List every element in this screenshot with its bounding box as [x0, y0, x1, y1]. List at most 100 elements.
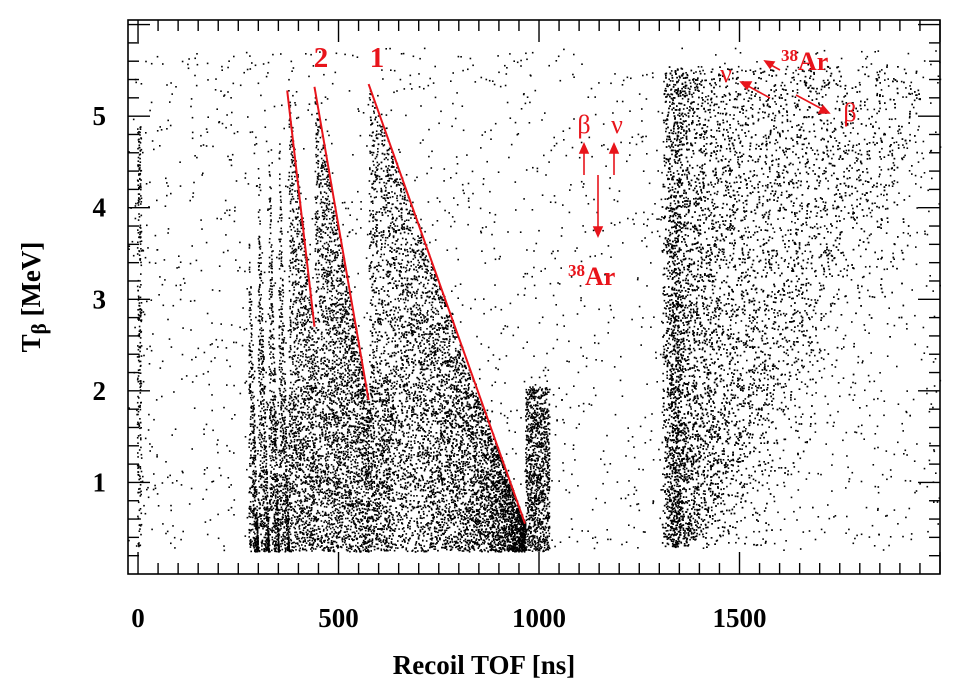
- data-point: [298, 207, 300, 209]
- data-point: [251, 351, 253, 353]
- data-point: [256, 506, 258, 508]
- data-point: [140, 195, 142, 197]
- data-point: [285, 516, 287, 518]
- data-point: [299, 468, 301, 470]
- data-point: [290, 475, 292, 477]
- data-point: [289, 415, 291, 417]
- data-point: [272, 531, 274, 533]
- data-point: [263, 425, 265, 427]
- data-point: [287, 523, 289, 525]
- data-point: [325, 460, 327, 462]
- data-point: [270, 285, 272, 287]
- data-point: [270, 458, 272, 460]
- data-point: [311, 397, 313, 399]
- data-point: [339, 478, 341, 480]
- data-point: [260, 444, 262, 446]
- data-point: [139, 178, 141, 180]
- data-point: [282, 405, 284, 407]
- data-point: [330, 328, 332, 330]
- data-point: [270, 303, 272, 305]
- data-point: [249, 465, 251, 467]
- data-point: [285, 477, 287, 479]
- data-point: [140, 372, 142, 374]
- data-point: [274, 537, 276, 539]
- data-point: [305, 448, 307, 450]
- data-point: [289, 519, 291, 521]
- data-point: [300, 246, 302, 248]
- data-point: [289, 217, 291, 219]
- data-point: [323, 368, 325, 370]
- data-point: [318, 492, 320, 494]
- data-point: [348, 333, 350, 335]
- data-point: [260, 434, 262, 436]
- data-point: [269, 290, 271, 292]
- data-point: [266, 499, 268, 501]
- data-point: [270, 351, 272, 353]
- data-point: [327, 319, 329, 321]
- data-point: [258, 434, 260, 436]
- data-point: [252, 381, 254, 383]
- data-point: [253, 430, 255, 432]
- data-point: [289, 423, 291, 425]
- data-point: [307, 516, 309, 518]
- data-point: [314, 407, 316, 409]
- data-point: [282, 284, 284, 286]
- data-point: [315, 499, 317, 501]
- data-point: [344, 438, 346, 440]
- data-point: [357, 434, 359, 436]
- data-point: [327, 500, 329, 502]
- data-point: [300, 270, 302, 272]
- data-point: [314, 376, 316, 378]
- data-point: [282, 378, 284, 380]
- data-point: [298, 444, 300, 446]
- data-point: [292, 457, 294, 459]
- data-point: [284, 532, 286, 534]
- data-point: [262, 320, 264, 322]
- data-point: [291, 357, 293, 359]
- data-point: [327, 484, 329, 486]
- data-point: [322, 403, 324, 405]
- data-point: [350, 434, 352, 436]
- data-point: [355, 429, 357, 431]
- data-point: [251, 301, 253, 303]
- data-point: [301, 510, 303, 512]
- data-point: [334, 388, 336, 390]
- data-point: [250, 294, 252, 296]
- data-point: [291, 235, 293, 237]
- data-point: [281, 332, 283, 334]
- data-point: [283, 421, 285, 423]
- data-point: [140, 248, 142, 250]
- data-point: [267, 508, 269, 510]
- data-point: [255, 500, 257, 502]
- data-point: [282, 289, 284, 291]
- data-point: [288, 540, 290, 542]
- data-point: [291, 159, 293, 161]
- data-point: [285, 488, 287, 490]
- data-point: [321, 201, 323, 203]
- data-point: [358, 359, 360, 361]
- data-point: [330, 512, 332, 514]
- data-point: [327, 459, 329, 461]
- data-point: [139, 302, 141, 304]
- data-point: [296, 397, 298, 399]
- data-point: [290, 534, 292, 536]
- data-point: [329, 331, 331, 333]
- data-point: [261, 336, 263, 338]
- data-point: [251, 492, 253, 494]
- data-point: [253, 504, 255, 506]
- data-point: [309, 332, 311, 334]
- data-point: [289, 193, 291, 195]
- data-point: [300, 387, 302, 389]
- data-point: [364, 549, 366, 551]
- data-point: [350, 526, 352, 528]
- data-point: [309, 302, 311, 304]
- data-point: [258, 177, 260, 179]
- data-point: [251, 487, 253, 489]
- data-point: [311, 322, 313, 324]
- data-point: [282, 538, 284, 540]
- data-point: [309, 522, 311, 524]
- data-point: [290, 210, 292, 212]
- data-point: [281, 461, 283, 463]
- data-point: [269, 171, 271, 173]
- data-point: [266, 425, 268, 427]
